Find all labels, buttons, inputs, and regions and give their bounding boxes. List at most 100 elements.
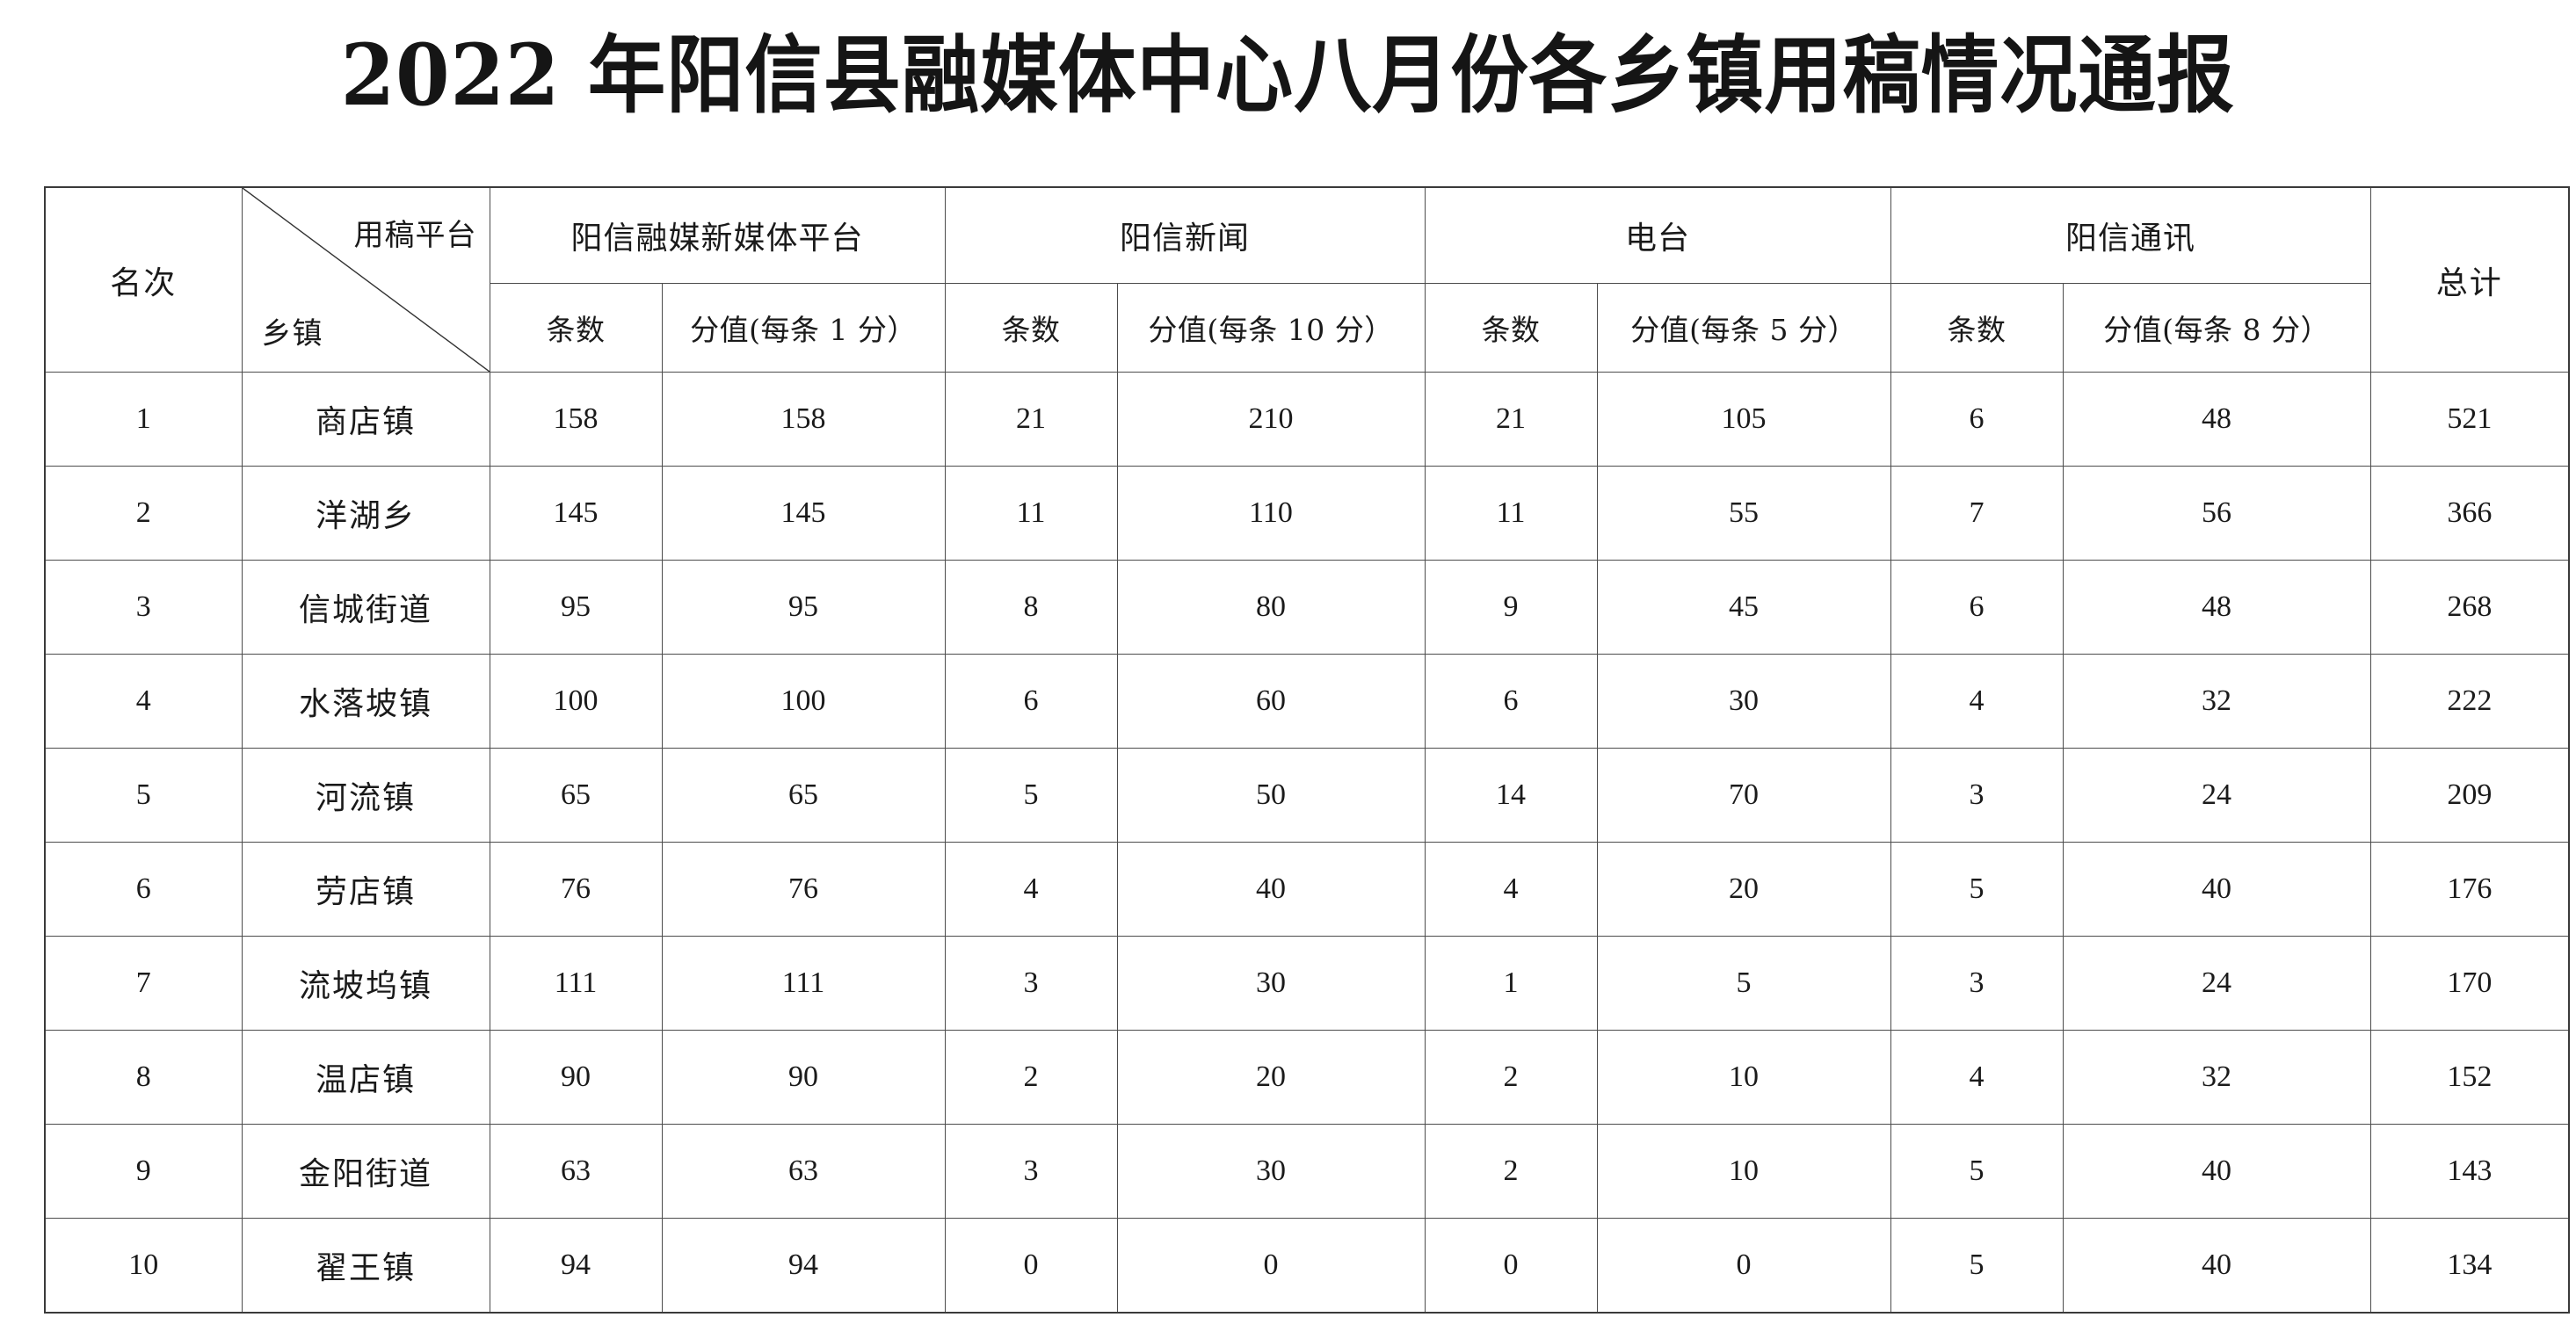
cell-communication-score: 24: [2062, 936, 2371, 1031]
cell-radio-score: 105: [1596, 372, 1891, 467]
cell-rank: 8: [44, 1030, 243, 1125]
cell-news-score: 80: [1116, 560, 1426, 655]
cell-news-score: 30: [1116, 936, 1426, 1031]
cell-rongmei-score: 111: [661, 936, 946, 1031]
cell-radio-score: 70: [1596, 748, 1891, 843]
column-header-town-platform-split: 用稿平台 乡镇: [241, 186, 490, 373]
cell-rongmei-score: 63: [661, 1124, 946, 1219]
cell-radio-score: 45: [1596, 560, 1891, 655]
cell-total: 152: [2369, 1030, 2570, 1125]
cell-radio-count: 11: [1424, 466, 1598, 561]
table-row: 6 劳店镇 76 76 4 40 4 20 5 40 176: [44, 842, 2570, 937]
subheader-news-score: 分值(每条 10 分）: [1116, 283, 1426, 373]
table-row: 9 金阳街道 63 63 3 30 2 10 5 40 143: [44, 1124, 2570, 1219]
cell-radio-count: 0: [1424, 1218, 1598, 1314]
cell-rongmei-score: 95: [661, 560, 946, 655]
cell-rongmei-count: 145: [489, 466, 663, 561]
cell-news-score: 20: [1116, 1030, 1426, 1125]
table-body: 1 商店镇 158 158 21 210 21 105 6 48 521 2 洋湖乡 145 145 11 11…: [44, 372, 2570, 1314]
cell-rank: 4: [44, 654, 243, 749]
cell-news-count: 5: [944, 748, 1118, 843]
split-header-platform-label: 用稿平台: [353, 218, 477, 253]
page-title: 2022 年阳信县融媒体中心八月份各乡镇用稿情况通报: [340, 25, 2236, 125]
cell-total: 134: [2369, 1218, 2570, 1314]
cell-rank: 9: [44, 1124, 243, 1219]
group-header-radio: 电台: [1424, 186, 1891, 284]
cell-communication-score: 48: [2062, 372, 2371, 467]
header-row-subcolumns: 条数 分值(每条 1 分） 条数 分值(每条 10 分） 条数 分值(每条 5 …: [45, 283, 2569, 373]
cell-total: 176: [2369, 842, 2570, 937]
cell-radio-score: 5: [1596, 936, 1891, 1031]
cell-communication-count: 5: [1890, 1218, 2064, 1314]
cell-communication-count: 4: [1890, 1030, 2064, 1125]
cell-town: 金阳街道: [241, 1124, 490, 1219]
cell-communication-count: 3: [1890, 936, 2064, 1031]
group-header-rongmei-platform: 阳信融媒新媒体平台: [489, 186, 946, 284]
cell-news-count: 3: [944, 936, 1118, 1031]
cell-radio-count: 6: [1424, 654, 1598, 749]
cell-rongmei-score: 76: [661, 842, 946, 937]
cell-news-score: 210: [1116, 372, 1426, 467]
cell-communication-score: 48: [2062, 560, 2371, 655]
cell-news-score: 40: [1116, 842, 1426, 937]
cell-total: 521: [2369, 372, 2570, 467]
cell-rongmei-count: 65: [489, 748, 663, 843]
table-row: 2 洋湖乡 145 145 11 110 11 55 7 56 366: [44, 466, 2570, 561]
cell-radio-score: 0: [1596, 1218, 1891, 1314]
table-header: 名次 用稿平台 乡镇 阳信融媒新媒体平台 阳信新闻 电台 阳信通讯 总计: [44, 186, 2570, 373]
cell-rongmei-score: 145: [661, 466, 946, 561]
table-row: 10 翟王镇 94 94 0 0 0 0 5 40 134: [44, 1218, 2570, 1314]
cell-town: 洋湖乡: [241, 466, 490, 561]
cell-rank: 6: [44, 842, 243, 937]
cell-communication-count: 5: [1890, 842, 2064, 937]
cell-rongmei-count: 63: [489, 1124, 663, 1219]
cell-communication-count: 3: [1890, 748, 2064, 843]
cell-town: 商店镇: [241, 372, 490, 467]
cell-radio-count: 2: [1424, 1030, 1598, 1125]
cell-radio-count: 1: [1424, 936, 1598, 1031]
cell-rongmei-count: 111: [489, 936, 663, 1031]
subheader-communication-score: 分值(每条 8 分）: [2062, 283, 2371, 373]
cell-total: 268: [2369, 560, 2570, 655]
subheader-rongmei-score: 分值(每条 1 分）: [661, 283, 946, 373]
header-row-groups: 名次 用稿平台 乡镇 阳信融媒新媒体平台 阳信新闻 电台 阳信通讯 总计: [44, 186, 2570, 373]
cell-news-score: 30: [1116, 1124, 1426, 1219]
cell-rongmei-count: 76: [489, 842, 663, 937]
cell-communication-score: 56: [2062, 466, 2371, 561]
subheader-communication-count: 条数: [1890, 283, 2064, 373]
cell-rongmei-score: 90: [661, 1030, 946, 1125]
cell-rongmei-score: 94: [661, 1218, 946, 1314]
cell-radio-count: 2: [1424, 1124, 1598, 1219]
cell-rongmei-count: 95: [489, 560, 663, 655]
cell-total: 366: [2369, 466, 2570, 561]
cell-radio-count: 9: [1424, 560, 1598, 655]
cell-town: 河流镇: [241, 748, 490, 843]
cell-rank: 10: [44, 1218, 243, 1314]
column-header-rank: 名次: [44, 186, 243, 373]
cell-news-score: 60: [1116, 654, 1426, 749]
cell-total: 143: [2369, 1124, 2570, 1219]
cell-news-score: 110: [1116, 466, 1426, 561]
cell-communication-count: 5: [1890, 1124, 2064, 1219]
cell-radio-score: 30: [1596, 654, 1891, 749]
table-row: 3 信城街道 95 95 8 80 9 45 6 48 268: [44, 560, 2570, 655]
cell-news-score: 0: [1116, 1218, 1426, 1314]
cell-communication-count: 4: [1890, 654, 2064, 749]
group-header-yangxin-news: 阳信新闻: [944, 186, 1426, 284]
cell-news-count: 4: [944, 842, 1118, 937]
column-header-total: 总计: [2369, 186, 2570, 373]
cell-communication-score: 24: [2062, 748, 2371, 843]
group-header-yangxin-communication: 阳信通讯: [1890, 186, 2371, 284]
page-title-container: 2022 年阳信县融媒体中心八月份各乡镇用稿情况通报: [0, 28, 2576, 123]
split-header-town-label: 乡镇: [261, 316, 323, 351]
cell-radio-score: 10: [1596, 1030, 1891, 1125]
cell-news-count: 6: [944, 654, 1118, 749]
cell-rongmei-count: 90: [489, 1030, 663, 1125]
cell-radio-score: 55: [1596, 466, 1891, 561]
cell-communication-count: 7: [1890, 466, 2064, 561]
cell-communication-count: 6: [1890, 372, 2064, 467]
cell-rank: 2: [44, 466, 243, 561]
table-row: 8 温店镇 90 90 2 20 2 10 4 32 152: [44, 1030, 2570, 1125]
cell-news-count: 8: [944, 560, 1118, 655]
